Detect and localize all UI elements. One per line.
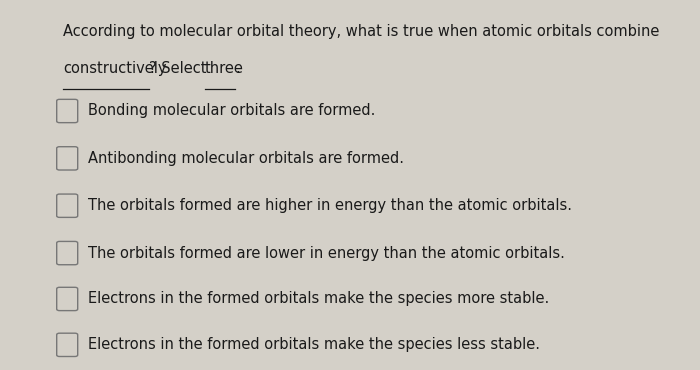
Text: The orbitals formed are higher in energy than the atomic orbitals.: The orbitals formed are higher in energy… <box>88 198 571 213</box>
Text: The orbitals formed are lower in energy than the atomic orbitals.: The orbitals formed are lower in energy … <box>88 246 564 260</box>
Text: According to molecular orbital theory, what is true when atomic orbitals combine: According to molecular orbital theory, w… <box>63 24 659 39</box>
Text: Electrons in the formed orbitals make the species more stable.: Electrons in the formed orbitals make th… <box>88 292 549 306</box>
Text: Antibonding molecular orbitals are formed.: Antibonding molecular orbitals are forme… <box>88 151 403 166</box>
Text: Bonding molecular orbitals are formed.: Bonding molecular orbitals are formed. <box>88 104 375 118</box>
Text: ? Select: ? Select <box>149 61 211 76</box>
Text: Electrons in the formed orbitals make the species less stable.: Electrons in the formed orbitals make th… <box>88 337 540 352</box>
Text: .: . <box>235 61 240 76</box>
Text: constructively: constructively <box>63 61 167 76</box>
Text: three: three <box>204 61 244 76</box>
